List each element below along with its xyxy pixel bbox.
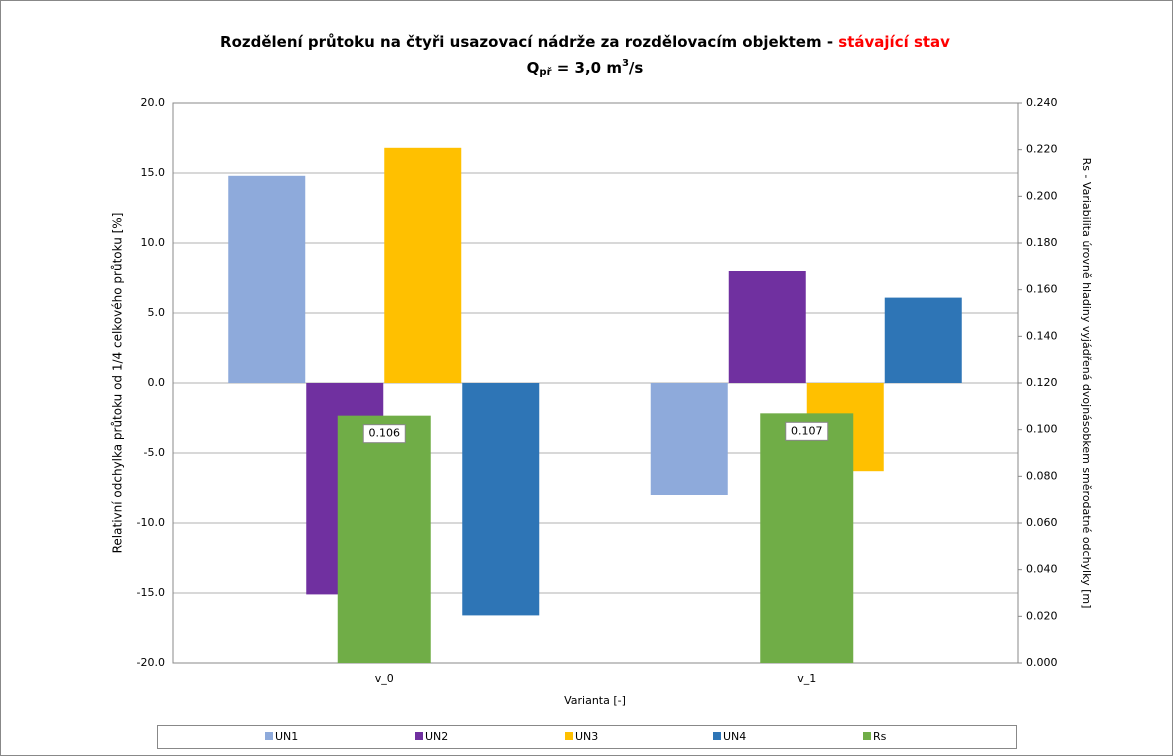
y2-tick-label: 0.200 xyxy=(1026,189,1058,202)
x-axis-title: Varianta [-] xyxy=(564,694,626,707)
title-main: Rozdělení průtoku na čtyři usazovací nád… xyxy=(220,33,838,51)
y2-tick-label: 0.180 xyxy=(1026,236,1058,249)
legend-label: UN2 xyxy=(425,730,448,743)
legend-swatch xyxy=(265,732,273,740)
x-tick-label: v_0 xyxy=(375,672,394,685)
y-tick-label: 15.0 xyxy=(141,166,166,179)
y2-tick-label: 0.240 xyxy=(1026,96,1058,109)
bar xyxy=(884,297,962,383)
chart-title: Rozdělení průtoku na čtyři usazovací nád… xyxy=(220,33,950,51)
subtitle-part: /s xyxy=(629,59,643,77)
y2-tick-label: 0.040 xyxy=(1026,563,1058,576)
y2-tick-label: 0.160 xyxy=(1026,283,1058,296)
legend-label: Rs xyxy=(873,730,887,743)
subtitle-sub: př xyxy=(539,66,551,78)
y2-tick-label: 0.220 xyxy=(1026,143,1058,156)
y2-tick-label: 0.080 xyxy=(1026,469,1058,482)
legend-swatch xyxy=(415,732,423,740)
y2-axis-title: Rs - Variabilita úrovně hladiny vyjádřen… xyxy=(1080,158,1093,609)
legend-label: UN1 xyxy=(275,730,298,743)
y-tick-label: -20.0 xyxy=(137,656,165,669)
legend-box xyxy=(157,725,1017,749)
bar xyxy=(728,271,806,383)
y-tick-label: 0.0 xyxy=(148,376,166,389)
bar xyxy=(228,175,306,383)
bar xyxy=(337,415,431,663)
y2-tick-label: 0.060 xyxy=(1026,516,1058,529)
y2-tick-label: 0.000 xyxy=(1026,656,1058,669)
y2-tick-label: 0.020 xyxy=(1026,609,1058,622)
bar xyxy=(462,383,540,616)
y2-tick-label: 0.100 xyxy=(1026,423,1058,436)
legend-swatch xyxy=(565,732,573,740)
y-tick-label: -10.0 xyxy=(137,516,165,529)
subtitle-sup: 3 xyxy=(622,58,629,69)
bar xyxy=(650,383,728,495)
y2-tick-label: 0.140 xyxy=(1026,329,1058,342)
value-label-box xyxy=(362,424,406,444)
value-label-box xyxy=(785,421,829,441)
subtitle-part: Q xyxy=(527,59,540,77)
y-tick-label: -5.0 xyxy=(144,446,165,459)
y2-tick-label: 0.120 xyxy=(1026,376,1058,389)
bar xyxy=(384,147,462,383)
bar xyxy=(760,413,854,663)
subtitle-part: = 3,0 m xyxy=(552,59,622,77)
title-highlight: stávající stav xyxy=(838,33,950,51)
legend-swatch xyxy=(713,732,721,740)
y-tick-label: 10.0 xyxy=(141,236,166,249)
chart-subtitle: Qpř = 3,0 m3/s xyxy=(527,58,644,78)
legend-label: UN4 xyxy=(723,730,746,743)
value-label: 0.107 xyxy=(791,424,823,437)
x-tick-label: v_1 xyxy=(797,672,816,685)
legend-label: UN3 xyxy=(575,730,598,743)
plot-border xyxy=(172,102,1019,664)
legend-swatch xyxy=(863,732,871,740)
value-label: 0.106 xyxy=(369,427,401,440)
y-tick-label: 20.0 xyxy=(141,96,166,109)
y-tick-label: -15.0 xyxy=(137,586,165,599)
y-tick-label: 5.0 xyxy=(148,306,166,319)
y-axis-title: Relativní odchylka průtoku od 1/4 celkov… xyxy=(111,213,125,554)
